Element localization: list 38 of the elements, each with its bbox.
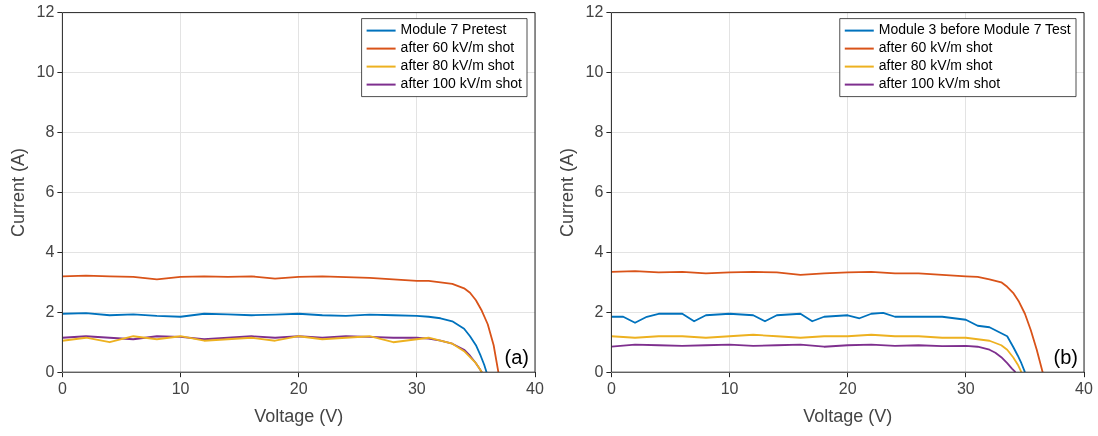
- legend-label: after 100 kV/m shot: [400, 75, 523, 92]
- legend-label: after 80 kV/m shot: [400, 57, 515, 74]
- y-tick-label: 8: [594, 122, 604, 140]
- y-tick-label: 2: [45, 302, 55, 320]
- legend-label: after 80 kV/m shot: [878, 57, 993, 74]
- y-tick-label: 8: [45, 122, 55, 140]
- y-tick-label: 12: [585, 3, 604, 21]
- y-tick-label: 6: [45, 182, 55, 200]
- x-tick-label: 20: [289, 380, 308, 398]
- annotation: (a): [504, 345, 529, 368]
- x-tick-label: 40: [1075, 380, 1093, 398]
- y-tick-label: 0: [45, 362, 55, 380]
- x-tick-label: 20: [838, 380, 857, 398]
- x-axis-title: Voltage (V): [254, 406, 344, 427]
- y-axis-title: Current (A): [556, 147, 577, 237]
- legend-label: Module 3 before Module 7 Test: [878, 21, 1071, 38]
- y-tick-label: 12: [36, 3, 55, 21]
- x-axis-title: Voltage (V): [803, 406, 893, 427]
- x-tick-label: 30: [956, 380, 975, 398]
- x-tick-label: 40: [526, 380, 544, 398]
- legend-label: after 60 kV/m shot: [878, 39, 993, 56]
- x-tick-label: 10: [720, 380, 739, 398]
- x-tick-label: 10: [171, 380, 190, 398]
- y-tick-label: 4: [594, 242, 604, 260]
- annotation: (b): [1053, 345, 1078, 368]
- y-tick-label: 2: [594, 302, 604, 320]
- x-tick-label: 0: [606, 380, 616, 398]
- y-tick-label: 6: [594, 182, 604, 200]
- y-axis-title: Current (A): [7, 147, 28, 237]
- y-tick-label: 10: [36, 62, 55, 80]
- y-tick-label: 10: [585, 62, 604, 80]
- x-tick-label: 0: [57, 380, 67, 398]
- x-tick-label: 30: [407, 380, 426, 398]
- y-tick-label: 4: [45, 242, 55, 260]
- legend-label: after 60 kV/m shot: [400, 39, 515, 56]
- legend-label: Module 7 Pretest: [400, 21, 507, 38]
- y-tick-label: 0: [594, 362, 604, 380]
- legend-label: after 100 kV/m shot: [878, 75, 1001, 92]
